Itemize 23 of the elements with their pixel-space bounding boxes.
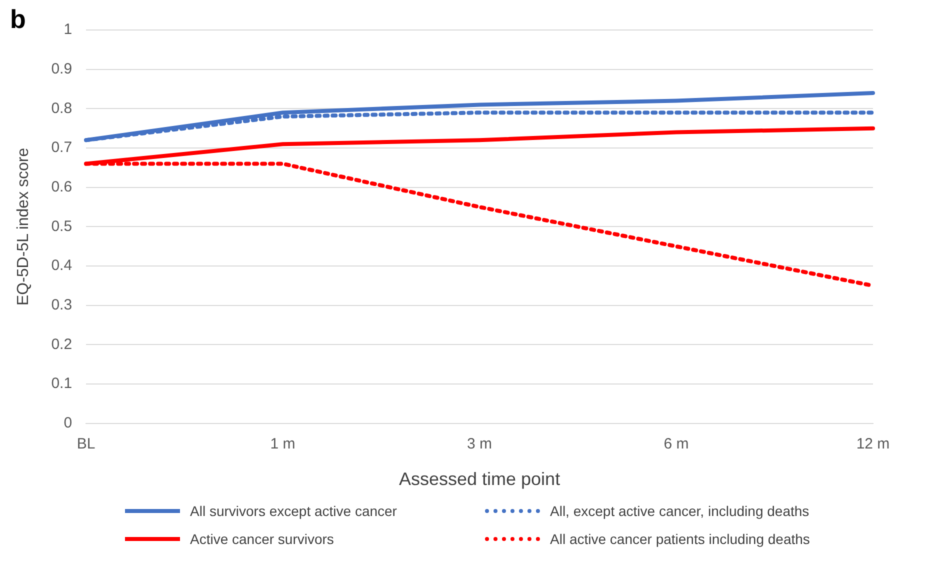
y-tick-label: 0: [64, 414, 72, 432]
y-tick-label: 0.9: [51, 60, 72, 78]
y-tick-label: 0.8: [51, 100, 72, 117]
legend-label: All survivors except active cancer: [190, 503, 397, 519]
x-tick-label: 6 m: [664, 436, 689, 453]
x-tick-label: 3 m: [467, 436, 492, 453]
x-tick-label: 12 m: [856, 436, 890, 453]
y-tick-label: 0.5: [51, 218, 72, 235]
y-tick-label: 0.2: [51, 336, 72, 353]
x-tick-label: BL: [76, 436, 96, 453]
legend-label: All, except active cancer, including deaths: [550, 503, 810, 519]
y-tick-label: 1: [64, 21, 72, 38]
x-axis-title: Assessed time point: [398, 469, 560, 490]
y-tick-label: 0.4: [51, 257, 72, 274]
y-tick-label: 0.3: [51, 296, 72, 314]
x-tick-label: 1 m: [270, 436, 296, 453]
y-axis-title: EQ-5D-5L index score: [15, 148, 32, 306]
y-tick-label: 0.7: [51, 139, 72, 156]
chart-title: b: [10, 4, 26, 34]
legend-label: All active cancer patients including deaths: [550, 531, 810, 547]
y-tick-label: 0.1: [51, 375, 72, 392]
y-tick-label: 0.6: [51, 178, 72, 196]
legend-label: Active cancer survivors: [190, 531, 334, 547]
